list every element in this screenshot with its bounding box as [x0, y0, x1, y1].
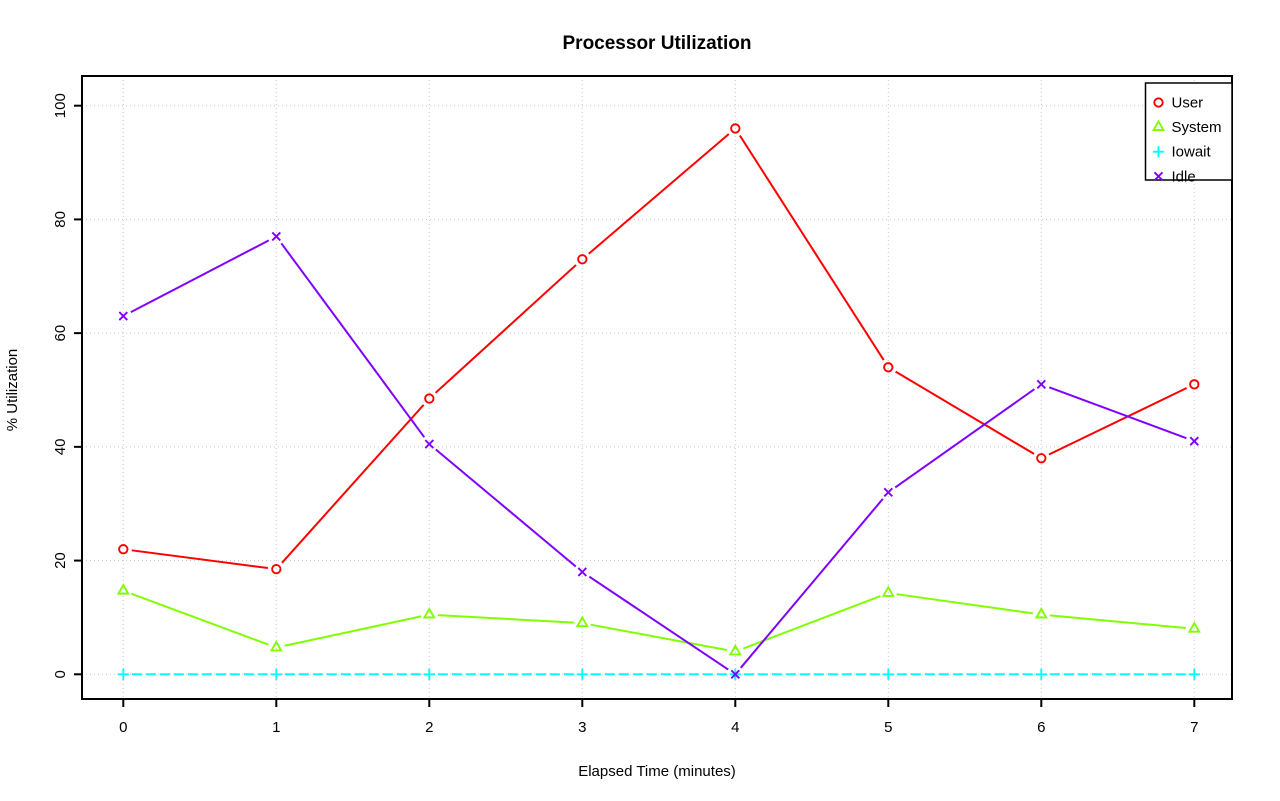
series-segment — [437, 614, 574, 624]
series-segment — [740, 498, 884, 669]
x-tick-label: 4 — [731, 719, 739, 736]
plus-marker — [882, 668, 894, 680]
chart-title: Processor Utilization — [563, 33, 752, 54]
circle-marker — [1189, 379, 1200, 390]
series-segment — [739, 135, 885, 361]
plus-marker — [576, 668, 588, 680]
x-marker — [1189, 436, 1199, 446]
series-idle — [118, 231, 1199, 679]
circle-marker — [1153, 97, 1164, 108]
series-segment — [894, 388, 1035, 489]
series-segment — [280, 242, 426, 438]
x-marker — [271, 231, 281, 242]
plus-marker — [1188, 668, 1200, 680]
legend-entry: Idle — [1153, 168, 1196, 185]
series-segment — [130, 239, 270, 314]
series-segment — [588, 575, 729, 671]
x-marker — [730, 669, 740, 679]
series-segment — [435, 448, 577, 568]
circle-marker — [271, 563, 282, 575]
series-system — [116, 583, 1201, 656]
triangle-marker — [269, 639, 283, 652]
x-marker — [1036, 379, 1046, 389]
x-axis-label: Elapsed Time (minutes) — [578, 763, 736, 780]
plus-marker — [270, 668, 282, 680]
series-segment — [896, 593, 1034, 615]
triangle-marker — [1034, 606, 1048, 619]
series-segment — [895, 370, 1035, 455]
x-tick-label: 2 — [425, 719, 433, 736]
legend-entry: System — [1151, 119, 1222, 136]
y-tick-label: 60 — [52, 325, 69, 342]
circle-marker — [424, 393, 435, 404]
x-marker — [1153, 171, 1164, 181]
series-segment — [284, 615, 422, 647]
legend-label: System — [1172, 119, 1222, 136]
y-tick-label: 20 — [52, 552, 69, 569]
series-segment — [131, 549, 268, 570]
plus-marker — [117, 668, 129, 680]
y-axis-label: % Utilization — [4, 349, 21, 432]
x-tick-label: 3 — [578, 719, 586, 736]
axes: 0 1 2 3 4 5 6 7 0 20 40 60 80 100 — [52, 93, 1198, 736]
x-marker — [424, 439, 434, 449]
series-segment — [742, 595, 881, 650]
x-tick-label: 6 — [1037, 719, 1045, 736]
legend-label: Iowait — [1172, 144, 1212, 161]
triangle-marker — [575, 615, 589, 627]
x-tick-label: 1 — [272, 719, 280, 736]
legend: User System Iowait Idle — [1144, 82, 1233, 185]
x-marker — [883, 487, 893, 498]
triangle-marker — [881, 585, 895, 597]
legend-entry: Iowait — [1152, 144, 1212, 161]
series-segment — [1049, 614, 1186, 630]
plus-marker — [1035, 668, 1047, 680]
circle-marker — [730, 123, 741, 134]
x-marker — [577, 567, 587, 577]
y-tick-label: 100 — [52, 93, 69, 118]
plot-area: 0 1 2 3 4 5 6 7 0 20 40 60 80 100 User System Iowait Idle — [52, 75, 1233, 736]
triangle-marker — [422, 606, 436, 619]
series-segment — [588, 133, 730, 255]
legend-label: User — [1172, 95, 1204, 112]
plus-marker — [1152, 146, 1165, 158]
circle-marker — [1036, 453, 1047, 464]
circle-marker — [118, 544, 129, 555]
x-tick-label: 0 — [119, 719, 127, 736]
series-segment — [434, 264, 577, 394]
legend-label: Idle — [1172, 168, 1196, 185]
triangle-marker — [116, 583, 130, 595]
y-tick-label: 0 — [52, 670, 69, 678]
series-segment — [1048, 387, 1188, 456]
x-tick-label: 7 — [1190, 719, 1198, 736]
legend-entry: User — [1153, 95, 1204, 112]
series-user — [118, 123, 1200, 575]
y-tick-label: 40 — [52, 439, 69, 456]
x-marker — [118, 311, 128, 321]
triangle-marker — [728, 643, 742, 656]
triangle-marker — [1151, 119, 1166, 131]
y-tick-label: 80 — [52, 211, 69, 228]
circle-marker — [577, 254, 588, 265]
plus-marker — [423, 668, 435, 680]
circle-marker — [883, 362, 894, 373]
series-segment — [130, 592, 269, 646]
series-segment — [590, 623, 728, 651]
series-segment — [1048, 386, 1187, 440]
plot-border — [81, 75, 1233, 700]
triangle-marker — [1187, 621, 1201, 633]
x-tick-label: 5 — [884, 719, 892, 736]
grid — [82, 76, 1232, 699]
series-segment — [281, 404, 425, 564]
series-iowait — [117, 668, 1200, 680]
